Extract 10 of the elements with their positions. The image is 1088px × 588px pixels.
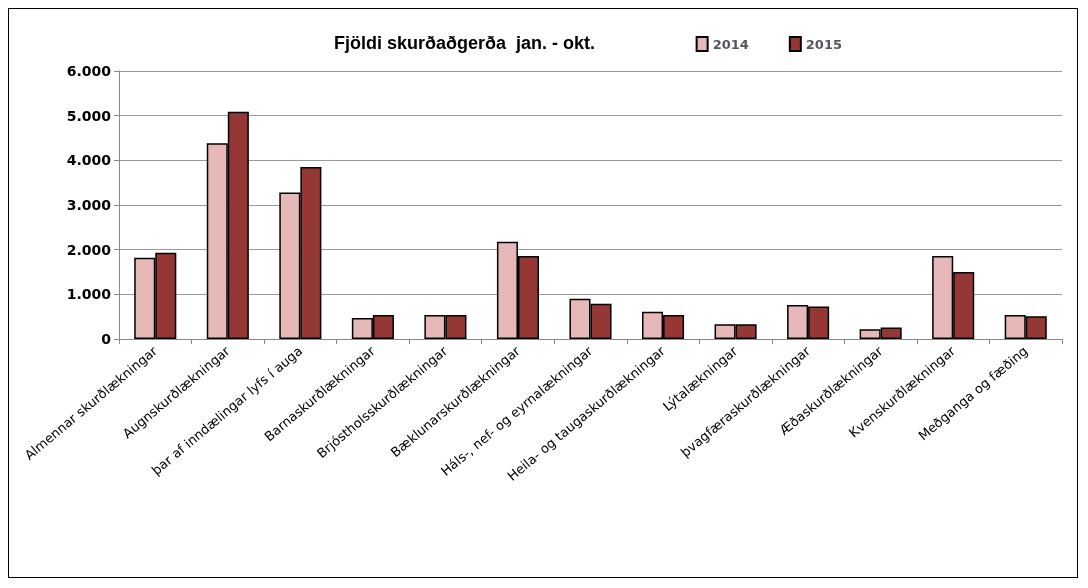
- y-tick-label: 5.000: [66, 107, 112, 124]
- y-tick-label: 3.000: [66, 197, 112, 213]
- y-tick-label: 1.000: [66, 286, 112, 303]
- chart-title: Fjöldi skurðaðgerða jan. - okt.: [334, 33, 596, 53]
- legend-label: 2015: [805, 36, 843, 52]
- legend-label: 2014: [712, 36, 749, 52]
- y-tick-label: 2.000: [66, 241, 112, 258]
- y-tick-label: 4.000: [66, 152, 112, 169]
- y-tick-label: 6.000: [66, 63, 112, 79]
- y-tick-label: 0: [101, 331, 112, 347]
